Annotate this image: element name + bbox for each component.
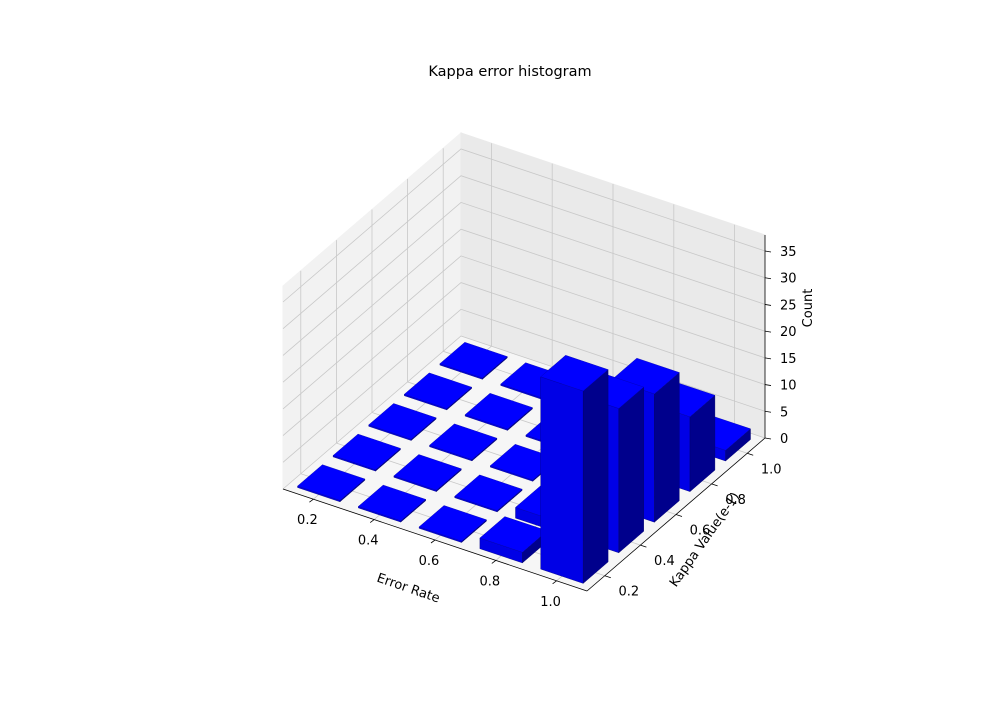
z-tick-mark [764,357,772,360]
z-tick-mark [764,304,772,306]
x-tick-mark [309,498,314,503]
y-tick-mark [747,452,754,456]
bar [454,474,523,513]
z-tick-mark [764,437,772,440]
bar [297,464,366,503]
bar [439,342,508,380]
y-tick-label: 0.4 [654,554,675,569]
bar [332,433,401,472]
x-tick-mark [369,519,375,523]
x-axis-label: Error Rate [375,571,442,607]
z-tick-label: 30 [780,272,797,287]
bar-side-face [583,369,609,584]
x-tick-label: 0.2 [297,513,318,528]
axis-panes [282,131,766,592]
z-tick-label: 25 [780,298,797,313]
z-tick-label: 35 [780,245,797,260]
bar-top-face [393,454,462,491]
y-tick-mark [675,514,683,517]
bar [418,505,487,543]
z-tick-mark [764,410,772,413]
bar-top-face [540,355,609,392]
z-axis-label: Count [801,289,816,328]
bar-top-face [297,464,366,501]
bar-front-face [540,376,584,584]
z-tick-label: 0 [780,432,788,447]
x-tick-mark [491,560,497,564]
z-grid-line [282,228,766,383]
bar [464,393,533,431]
bar [368,403,437,441]
y-tick-label: 1.0 [761,462,782,477]
bar-top-face [454,474,523,511]
bar-top-face [429,423,498,460]
x-tick-mark [552,580,557,585]
bar-top-face [418,505,487,542]
z-tick-label: 10 [780,379,797,394]
bar [429,423,498,462]
y-tick-label: 0.2 [618,585,639,600]
bars-group [297,342,751,584]
bar-top-face [439,342,508,379]
bar-top-face [403,372,473,409]
x-tick-label: 0.4 [358,534,379,549]
z-tick-label: 20 [780,325,797,340]
bar [403,372,473,411]
bar-side-face [654,372,680,523]
z-tick-mark [764,330,772,333]
bar-top-face [332,433,401,471]
z-tick-label: 15 [780,352,797,367]
axes-group: 0.2 0.4 0.6 0.8 1.0 0.2 0.4 0.6 0.8 1.0 0 5 10 15 20 25… [282,235,797,610]
bar [540,355,609,584]
x-tick-label: 0.8 [479,574,500,589]
z-tick-mark [764,250,772,253]
z-grid-line [282,148,766,303]
x-tick-mark [430,539,436,544]
bar [357,484,427,523]
bar-side-face [618,386,644,554]
y-tick-label: 0.6 [690,524,711,539]
bar-top-face [368,403,437,440]
y-tick-label: 0.8 [725,493,746,508]
y-tick-mark [711,483,718,487]
z-tick-label: 5 [780,405,788,420]
chart-title: Kappa error histogram [428,64,591,80]
z-grid-line [282,282,766,436]
x-tick-label: 1.0 [540,595,561,610]
bar-top-face [464,393,533,430]
bar [393,454,462,493]
y-tick-mark [604,575,611,579]
z-tick-mark [764,277,772,280]
z-tick-mark [764,384,772,386]
z-grid-line [282,175,766,330]
z-grid-line [282,201,766,356]
x-tick-label: 0.6 [419,554,440,569]
y-tick-mark [640,544,647,548]
bar-top-face [357,484,427,522]
z-grid-line [282,255,766,410]
